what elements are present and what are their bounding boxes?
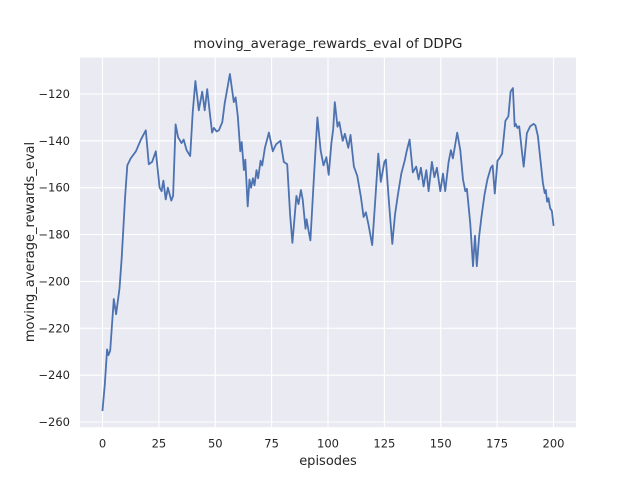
x-tick-label: 50 bbox=[208, 437, 223, 451]
x-tick-label: 100 bbox=[317, 437, 339, 451]
y-tick-label: −260 bbox=[38, 415, 70, 429]
x-tick-label: 25 bbox=[152, 437, 167, 451]
y-tick-label: −160 bbox=[38, 181, 70, 195]
x-tick-label: 175 bbox=[486, 437, 508, 451]
x-tick-label: 200 bbox=[543, 437, 565, 451]
chart-title: moving_average_rewards_eval of DDPG bbox=[193, 36, 463, 52]
x-axis-label: episodes bbox=[299, 454, 357, 469]
reward-line bbox=[101, 73, 555, 412]
x-tick-label: 0 bbox=[99, 437, 106, 451]
y-tick-label: −120 bbox=[38, 87, 70, 101]
y-tick-label: −240 bbox=[38, 368, 70, 382]
y-tick-label: −220 bbox=[38, 321, 70, 335]
y-tick-label: −180 bbox=[38, 228, 70, 242]
x-tick-label: 75 bbox=[264, 437, 279, 451]
y-tick-label: −140 bbox=[38, 134, 70, 148]
x-tick-label: 150 bbox=[430, 437, 452, 451]
x-tick-label: 125 bbox=[373, 437, 395, 451]
y-tick-label: −200 bbox=[38, 274, 70, 288]
